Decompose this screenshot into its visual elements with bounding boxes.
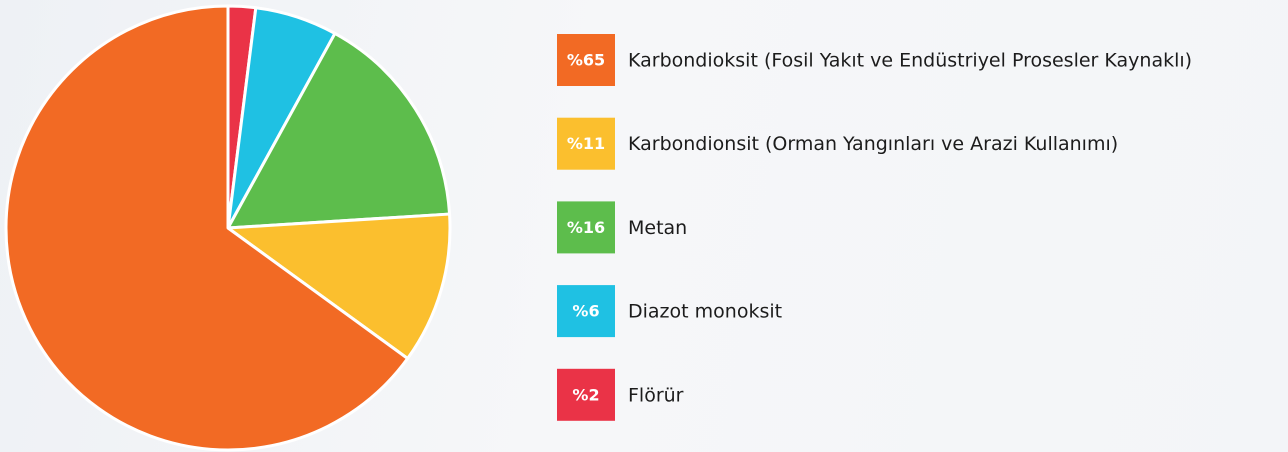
- pie-slice: [226, 31, 452, 230]
- legend-swatch: [557, 34, 615, 86]
- legend-label: Karbondioksit (Fosil Yakıt ve Endüstriye…: [628, 50, 1192, 72]
- pie-slice: [226, 212, 452, 360]
- legend-value-label: %65: [567, 51, 605, 70]
- legend-value-label: %11: [567, 134, 605, 153]
- legend-value-label: %16: [567, 218, 605, 237]
- legend-swatch: [557, 201, 615, 254]
- legend-label: Metan: [628, 217, 687, 239]
- pie-slice: [4, 4, 410, 452]
- legend-swatch: [557, 285, 615, 338]
- legend-label: Karbondionsit (Orman Yangınları ve Arazi…: [628, 133, 1118, 155]
- legend-value-label: %2: [572, 385, 599, 404]
- legend-swatch: [557, 117, 615, 170]
- legend-label: Diazot monoksit: [628, 301, 782, 323]
- legend-label: Flörür: [628, 384, 684, 406]
- legend-value-label: %6: [572, 302, 599, 321]
- legend-swatch: [557, 368, 615, 421]
